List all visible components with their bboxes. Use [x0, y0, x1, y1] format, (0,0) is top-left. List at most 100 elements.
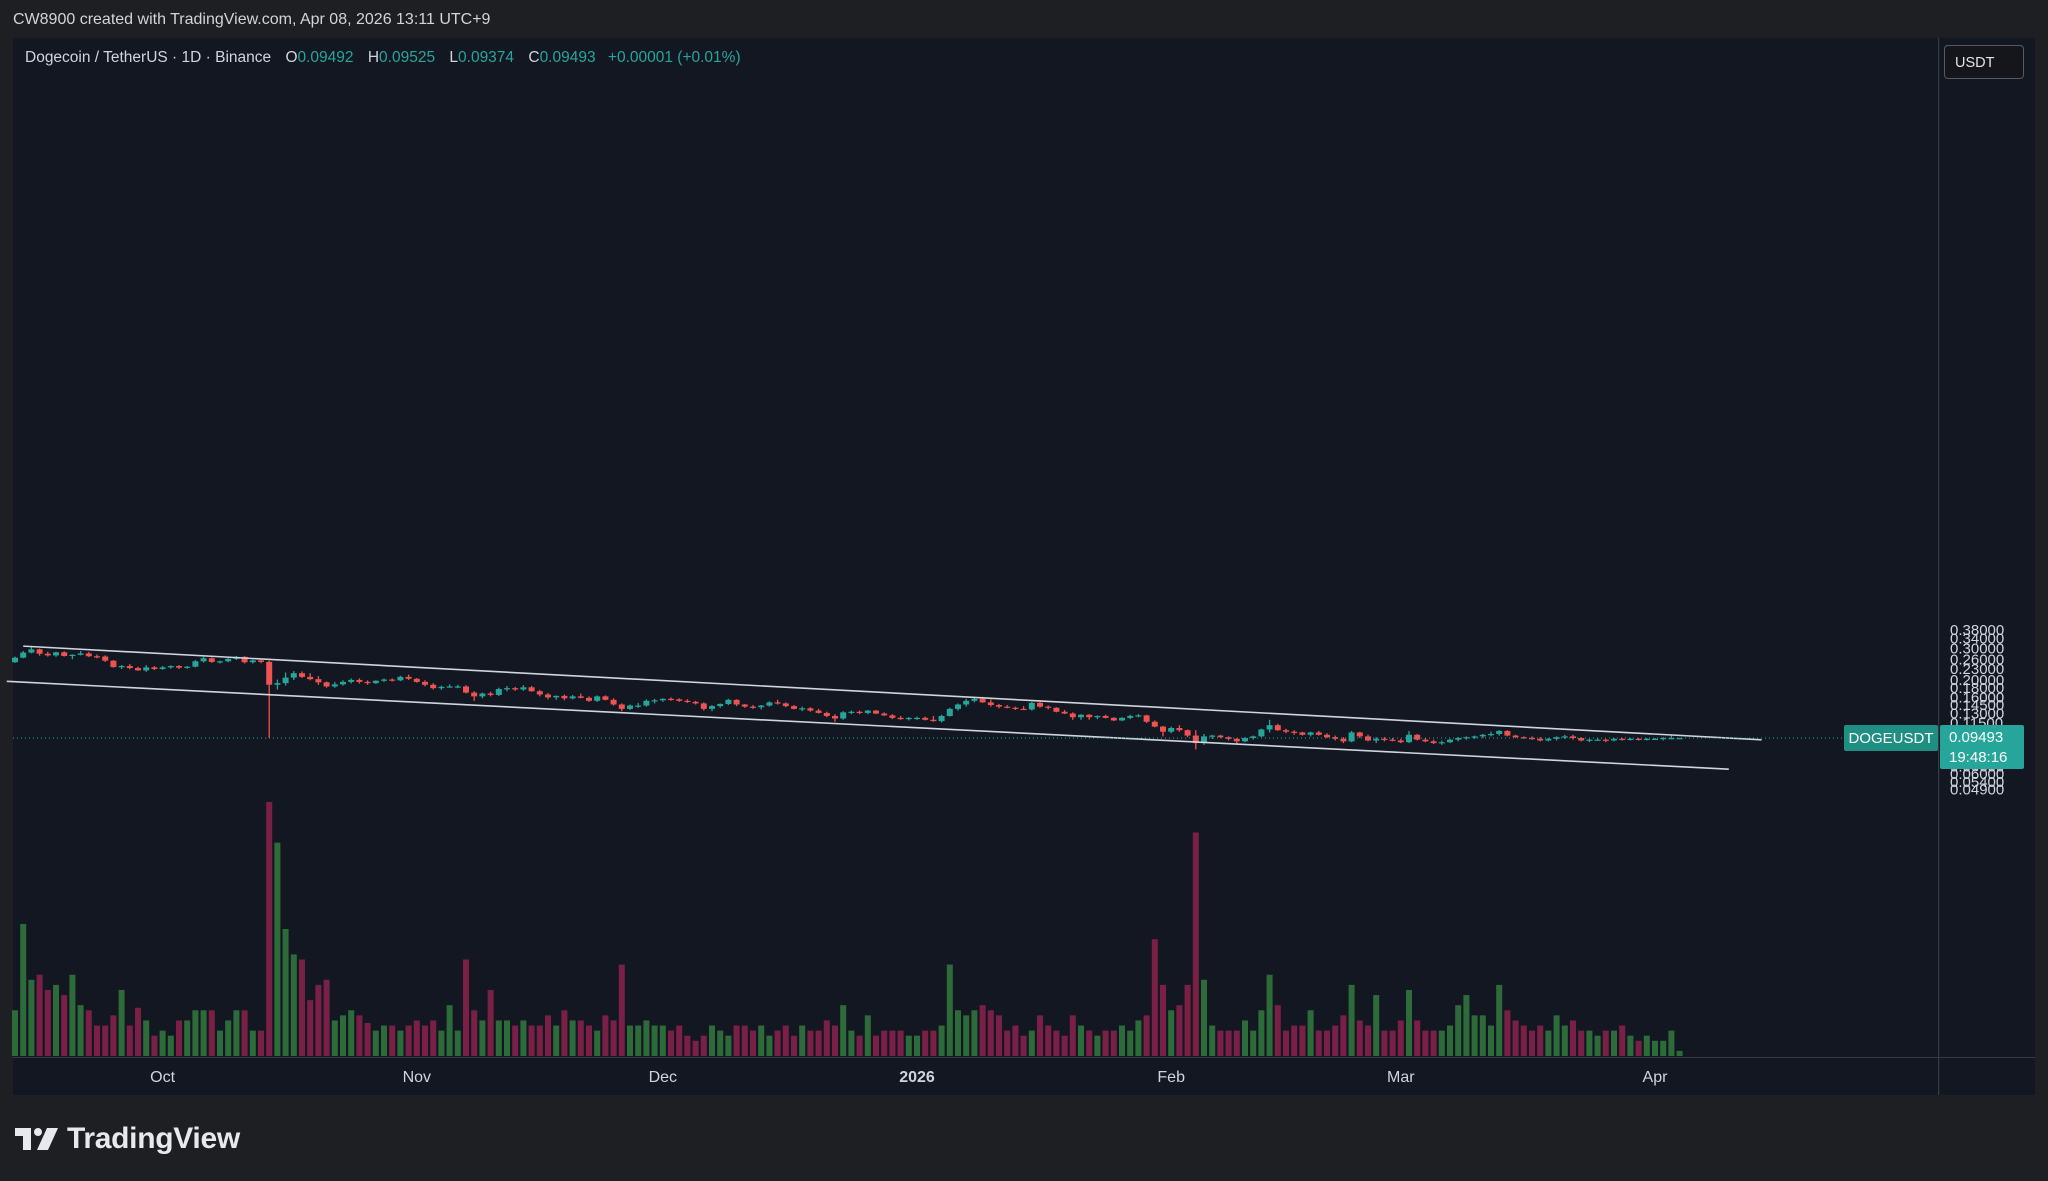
- low-label: L: [449, 49, 459, 66]
- volume-bar: [897, 1030, 904, 1056]
- volume-bar: [889, 1030, 896, 1056]
- candle-body: [807, 708, 814, 711]
- candle-body: [28, 649, 35, 653]
- candle-body: [1209, 735, 1216, 737]
- candle-body: [1004, 706, 1011, 708]
- candle-body: [1020, 708, 1027, 711]
- volume-bar: [282, 929, 289, 1056]
- volume-bar: [987, 1010, 994, 1056]
- candle-body: [397, 676, 404, 681]
- candle-body: [1545, 738, 1552, 741]
- candle-body: [1217, 735, 1224, 738]
- volume-bar: [766, 1035, 773, 1056]
- volume-bar: [1512, 1020, 1519, 1056]
- currency-button[interactable]: USDT: [1944, 45, 2024, 79]
- candle-body: [176, 666, 182, 668]
- candle-body: [1266, 725, 1273, 730]
- volume-bar: [971, 1010, 978, 1056]
- candle-body: [184, 666, 191, 668]
- volume-bar: [241, 1010, 248, 1056]
- candle-body: [1561, 736, 1568, 738]
- volume-bar: [1545, 1030, 1552, 1056]
- candle-body: [873, 710, 879, 714]
- volume-bar: [102, 1025, 109, 1056]
- candle-body: [413, 678, 420, 682]
- volume-bar: [1652, 1040, 1658, 1056]
- candle-body: [20, 652, 27, 658]
- trend-line-channel-lower[interactable]: [6, 680, 1729, 770]
- candle-body: [840, 712, 847, 719]
- volume-bar: [405, 1025, 412, 1056]
- volume-bar: [725, 1035, 732, 1056]
- candle-body: [1291, 731, 1298, 733]
- candle-body: [1537, 738, 1544, 741]
- candle-body: [1389, 739, 1396, 741]
- tradingview-logo[interactable]: TradingView: [15, 1122, 240, 1156]
- volume-bar: [151, 1035, 158, 1056]
- candle-body: [340, 681, 346, 685]
- volume-bar: [1627, 1035, 1634, 1056]
- candle-body: [889, 715, 896, 718]
- candle-body: [1168, 727, 1175, 732]
- volume-bar: [1127, 1030, 1134, 1056]
- candle-body: [94, 656, 100, 658]
- volume-bar: [774, 1030, 781, 1056]
- candle-body: [1652, 738, 1658, 741]
- candle-body: [1586, 739, 1593, 741]
- candle-body: [110, 660, 117, 668]
- volume-bar: [299, 959, 305, 1056]
- price-axis-tick: 0.06000: [1950, 766, 2004, 783]
- candle-body: [463, 686, 469, 693]
- time-axis[interactable]: Oct Nov Dec 2026 Feb Mar Apr: [150, 1069, 1668, 1086]
- candle-body: [782, 703, 789, 707]
- volume-bar: [1053, 1030, 1060, 1056]
- volume-bar: [807, 1030, 814, 1056]
- volume-bar: [446, 1005, 453, 1056]
- volume-bar: [1299, 1025, 1306, 1056]
- volume-bar: [36, 974, 43, 1056]
- volume-bar: [856, 1035, 863, 1056]
- volume-bar: [963, 1015, 970, 1056]
- volume-bar: [1438, 1030, 1445, 1056]
- candle-body: [1496, 730, 1503, 734]
- volume-bar: [1504, 1010, 1511, 1056]
- volume-bar: [1660, 1040, 1667, 1056]
- candle-body: [381, 679, 387, 681]
- symbol-title[interactable]: Dogecoin / TetherUS · 1D · Binance: [25, 49, 272, 66]
- candle-body: [774, 702, 781, 704]
- candle-body: [504, 688, 510, 690]
- candle-body: [1250, 736, 1257, 739]
- price-chart[interactable]: 0.380000.340000.300000.260000.230000.200…: [0, 0, 2048, 1096]
- price-axis[interactable]: 0.380000.340000.300000.260000.230000.200…: [1950, 622, 2004, 799]
- volume-bar: [217, 1030, 223, 1056]
- candle-body: [208, 658, 215, 662]
- volume-bar: [1225, 1030, 1232, 1056]
- trend-line-channel-upper[interactable]: [23, 645, 1762, 741]
- price-axis-tick: 0.14500: [1950, 697, 2004, 714]
- volume-bar: [1479, 1015, 1486, 1056]
- volume-bar: [1004, 1030, 1011, 1056]
- volume-bar: [1643, 1035, 1650, 1056]
- volume-bar: [946, 964, 953, 1056]
- volume-bar: [454, 1030, 461, 1056]
- candle-body: [1397, 740, 1404, 743]
- candle-body: [750, 706, 756, 708]
- candle-body: [85, 653, 92, 657]
- price-tag-value: 0.09493: [1949, 729, 2003, 746]
- volume-bar: [110, 1015, 117, 1056]
- price-axis-tick: 0.38000: [1950, 622, 2004, 639]
- candle-body: [274, 683, 281, 685]
- volume-bar: [610, 1020, 617, 1056]
- volume-bar: [356, 1015, 363, 1056]
- candle-body: [635, 705, 642, 707]
- volume-bar: [135, 1007, 141, 1056]
- candle-body: [307, 676, 314, 680]
- candle-body: [1160, 726, 1166, 732]
- candle-body: [1520, 737, 1527, 739]
- candle-body: [659, 698, 666, 701]
- volume-bar: [159, 1030, 166, 1056]
- candle-body: [118, 666, 125, 668]
- candle-body: [1307, 732, 1314, 735]
- footer-bar: [0, 1096, 2048, 1181]
- volume-bar: [61, 995, 68, 1056]
